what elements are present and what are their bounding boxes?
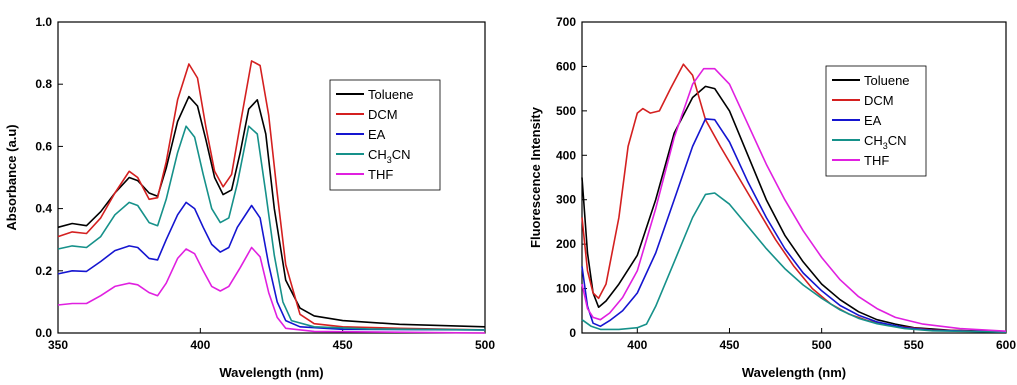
absorbance-y-axis-label: Absorbance (a.u) <box>4 124 19 230</box>
fluorescence-x-axis-label: Wavelength (nm) <box>742 365 846 380</box>
absorbance-chart: 350 400 450 500 0.0 0.2 0.4 0.6 0.8 1.0 Waveleng… <box>4 15 495 380</box>
absorbance-legend-entry: DCM <box>368 107 398 122</box>
fluorescence-legend-entry: CH3CN <box>864 133 907 151</box>
fluorescence-line-ch3cn <box>581 192 1007 333</box>
absorbance-line-thf <box>57 246 486 334</box>
fluorescence-y-tick-label: 500 <box>556 104 576 118</box>
fluorescence-line-dcm <box>581 63 1007 333</box>
absorbance-y-tick-label: 0.0 <box>35 326 52 340</box>
fluorescence-legend-entry: EA <box>864 113 882 128</box>
absorbance-series <box>57 60 486 334</box>
fluorescence-legend-entry: THF <box>864 153 889 168</box>
fluorescence-line-thf <box>581 67 1007 332</box>
fluorescence-legend: Toluene DCM EA CH3CN THF <box>825 65 927 177</box>
fluorescence-line-toluene <box>581 85 1007 333</box>
absorbance-x-axis-label: Wavelength (nm) <box>219 365 323 380</box>
absorbance-x-tick-label: 500 <box>475 338 495 352</box>
absorbance-legend-entry: THF <box>368 167 393 182</box>
absorbance-x-tick-label: 450 <box>333 338 353 352</box>
absorbance-line-ea <box>57 201 486 331</box>
absorbance-y-tick-label: 0.2 <box>35 264 52 278</box>
fluorescence-y-tick-label: 700 <box>556 15 576 29</box>
fluorescence-legend-entry: Toluene <box>864 73 910 88</box>
absorbance-line-dcm <box>57 60 486 331</box>
fluorescence-x-tick-label: 400 <box>627 338 647 352</box>
fluorescence-y-tick-label: 600 <box>556 59 576 73</box>
fluorescence-x-tick-label: 450 <box>719 338 739 352</box>
absorbance-legend-entry: CH3CN <box>368 147 411 165</box>
fluorescence-y-tick-label: 0 <box>569 326 576 340</box>
absorbance-line-toluene <box>57 95 486 328</box>
absorbance-legend-entry: EA <box>368 127 386 142</box>
absorbance-legend-entry: Toluene <box>368 87 414 102</box>
fluorescence-x-tick-label: 550 <box>904 338 924 352</box>
fluorescence-series <box>581 63 1007 333</box>
absorbance-y-tick-label: 1.0 <box>35 15 52 29</box>
fluorescence-line-ea <box>581 118 1007 333</box>
fluorescence-y-tick-label: 300 <box>556 193 576 207</box>
fluorescence-plot-frame <box>581 21 1007 334</box>
absorbance-plot-frame <box>57 21 486 334</box>
fluorescence-y-tick-label: 400 <box>556 148 576 162</box>
absorbance-x-tick-label: 350 <box>48 338 68 352</box>
absorbance-legend: Toluene DCM EA CH3CN THF <box>329 79 441 191</box>
absorbance-line-ch3cn <box>57 125 486 331</box>
fluorescence-legend-entry: DCM <box>864 93 894 108</box>
absorbance-y-tick-label: 0.4 <box>35 202 52 216</box>
fluorescence-y-axis-label: Fluorescence Intensity <box>528 106 543 248</box>
fluorescence-x-tick-label: 600 <box>996 338 1016 352</box>
fluorescence-y-tick-label: 100 <box>556 282 576 296</box>
absorbance-x-tick-label: 400 <box>190 338 210 352</box>
absorbance-y-tick-label: 0.6 <box>35 139 52 153</box>
fluorescence-x-tick-label: 500 <box>812 338 832 352</box>
fluorescence-chart: 400 450 500 550 600 0 100 200 300 400 500 600 700 W… <box>528 15 1016 380</box>
fluorescence-y-tick-label: 200 <box>556 237 576 251</box>
absorbance-y-tick-label: 0.8 <box>35 77 52 91</box>
